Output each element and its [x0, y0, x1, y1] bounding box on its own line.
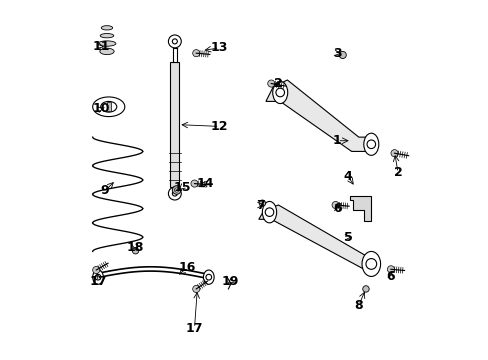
Text: 11: 11	[93, 40, 110, 53]
Ellipse shape	[101, 26, 112, 30]
Circle shape	[192, 50, 200, 57]
Circle shape	[190, 180, 198, 187]
Ellipse shape	[361, 251, 380, 276]
Text: 16: 16	[178, 261, 196, 274]
Bar	[170, 62, 179, 187]
Text: 4: 4	[343, 170, 352, 183]
Ellipse shape	[98, 41, 116, 46]
Ellipse shape	[262, 202, 276, 223]
Circle shape	[172, 39, 177, 44]
Text: 15: 15	[173, 181, 190, 194]
Polygon shape	[265, 80, 376, 152]
Circle shape	[390, 150, 397, 157]
Ellipse shape	[100, 48, 114, 55]
Text: 12: 12	[210, 120, 228, 133]
Ellipse shape	[101, 102, 117, 112]
Text: 2: 2	[393, 166, 402, 179]
Text: 1: 1	[332, 134, 341, 147]
Text: 17: 17	[89, 275, 106, 288]
Text: 10: 10	[93, 102, 110, 115]
Text: 5: 5	[343, 231, 352, 244]
Text: 13: 13	[210, 41, 228, 54]
Circle shape	[172, 186, 181, 194]
Polygon shape	[258, 205, 378, 269]
Text: 3: 3	[332, 47, 341, 60]
Text: 6: 6	[332, 202, 341, 215]
Circle shape	[267, 80, 274, 87]
Text: 7: 7	[256, 198, 264, 212]
Circle shape	[365, 258, 376, 269]
Bar	[107, 103, 110, 111]
Circle shape	[362, 286, 368, 292]
Ellipse shape	[100, 33, 114, 38]
Circle shape	[366, 140, 375, 149]
Text: 14: 14	[196, 177, 214, 190]
Ellipse shape	[93, 270, 103, 284]
Circle shape	[168, 35, 181, 48]
Text: 2: 2	[273, 77, 282, 90]
Text: 17: 17	[185, 322, 203, 335]
Text: 6: 6	[386, 270, 394, 283]
Circle shape	[192, 285, 200, 293]
Circle shape	[386, 266, 394, 273]
Ellipse shape	[203, 270, 214, 284]
Circle shape	[275, 88, 284, 97]
Circle shape	[259, 200, 265, 206]
Polygon shape	[349, 196, 370, 221]
Circle shape	[174, 188, 179, 192]
Text: 9: 9	[101, 184, 109, 197]
Circle shape	[331, 202, 339, 208]
Ellipse shape	[93, 97, 124, 117]
Circle shape	[264, 208, 273, 216]
Circle shape	[95, 274, 101, 280]
Circle shape	[205, 274, 211, 280]
Ellipse shape	[363, 133, 378, 156]
Circle shape	[172, 191, 177, 196]
Circle shape	[132, 248, 139, 254]
Circle shape	[339, 51, 346, 59]
Circle shape	[93, 266, 100, 274]
Ellipse shape	[272, 81, 287, 104]
Text: 8: 8	[354, 298, 363, 311]
Circle shape	[168, 187, 181, 200]
Text: 19: 19	[221, 275, 239, 288]
Text: 18: 18	[126, 241, 144, 255]
